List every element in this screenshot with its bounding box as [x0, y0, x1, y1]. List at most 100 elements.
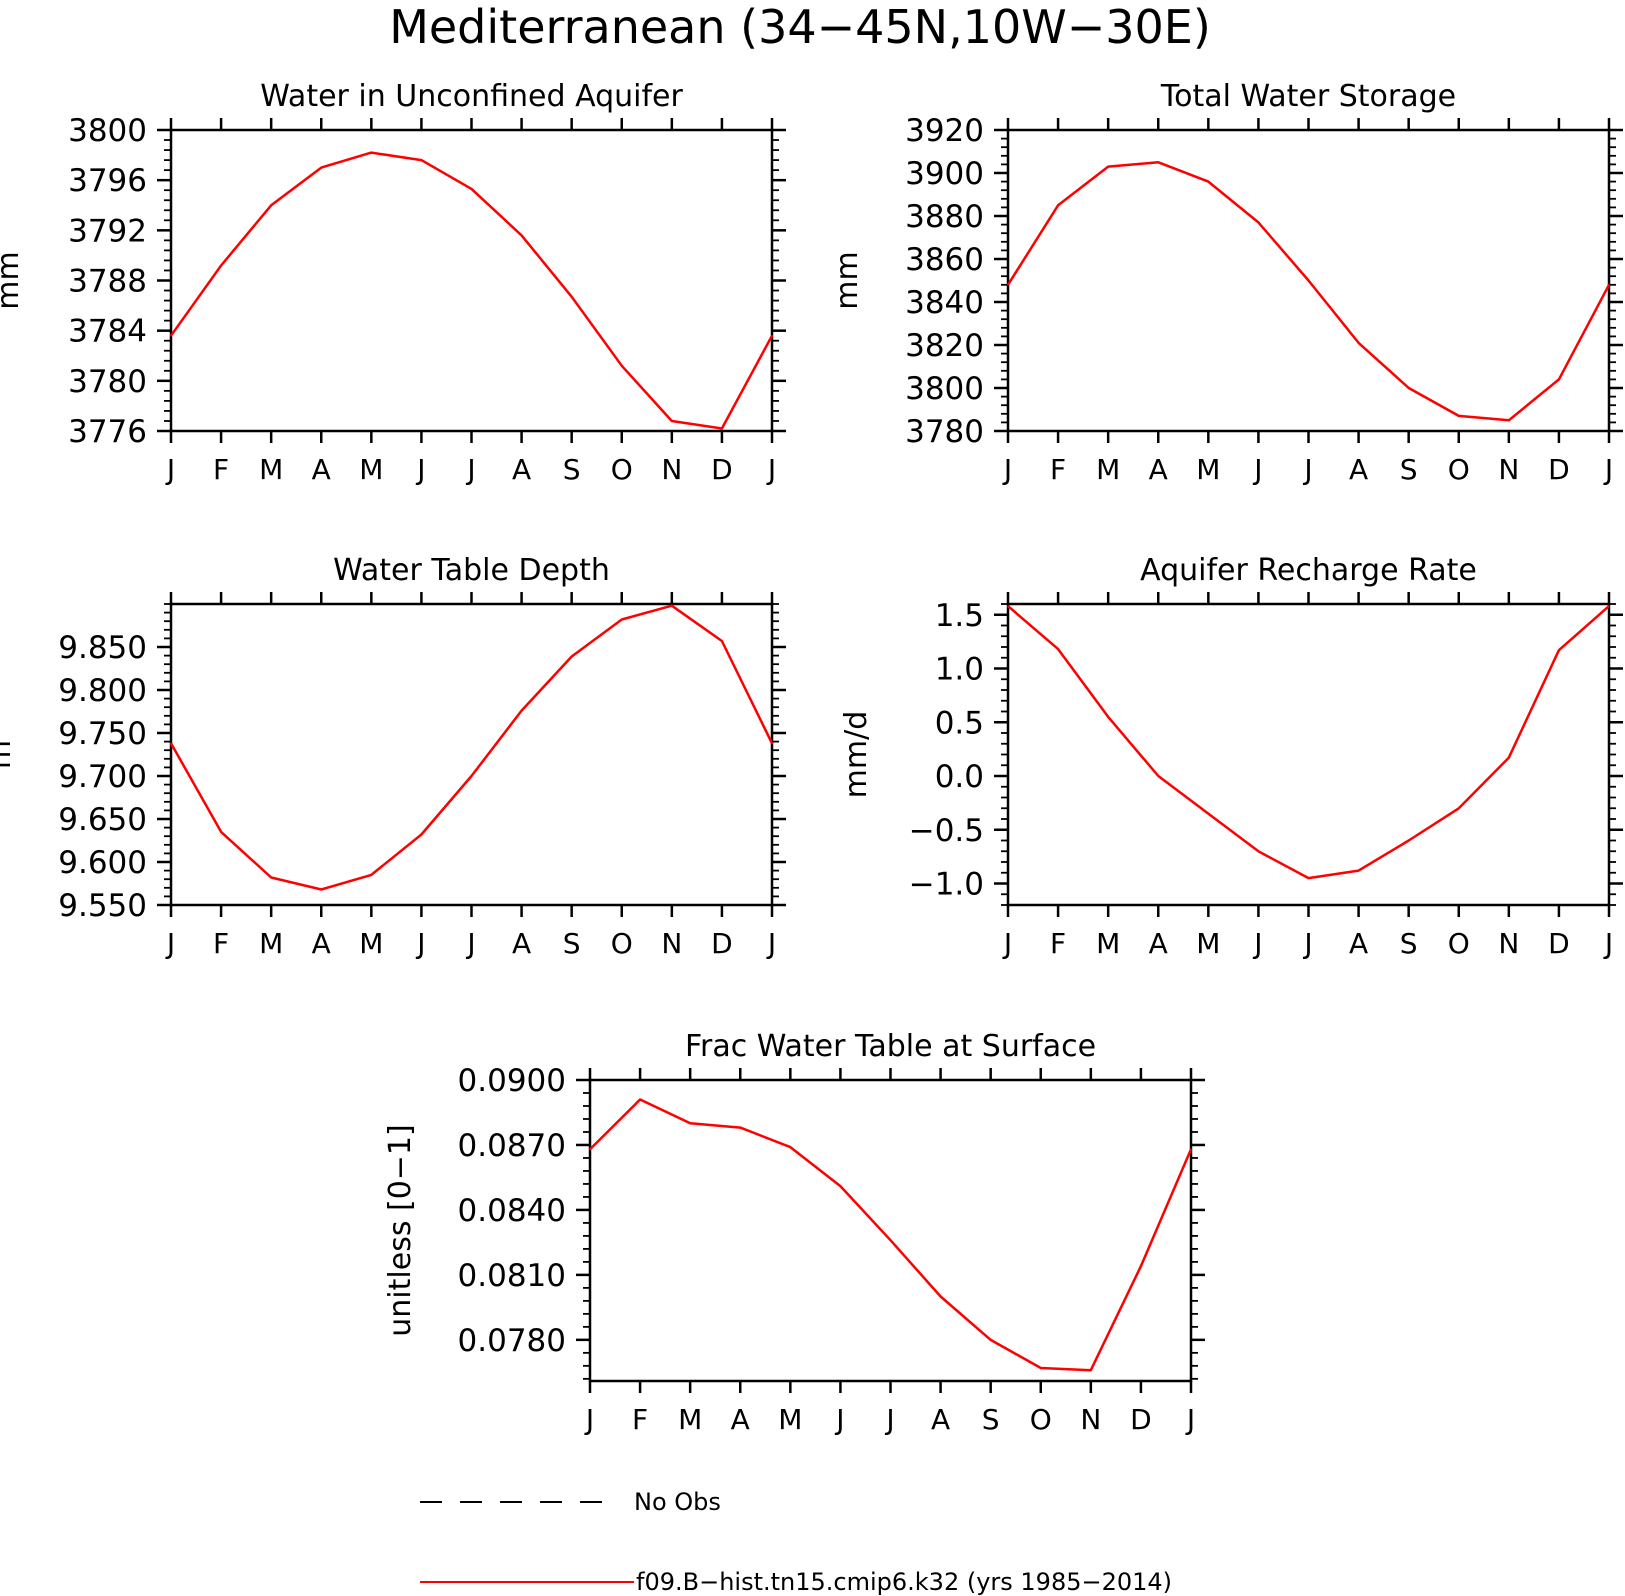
x-tick-label: F [213, 453, 229, 486]
x-tick-label: J [1185, 1403, 1195, 1436]
y-axis-label: mm/d [839, 711, 874, 799]
x-tick-label: S [563, 453, 581, 486]
x-tick-label: J [1252, 453, 1262, 486]
data-point [1257, 221, 1260, 224]
data-point [721, 640, 723, 642]
data-point [620, 618, 623, 621]
x-tick-label: S [1400, 453, 1418, 486]
x-tick-label: O [611, 927, 633, 960]
data-point [370, 874, 373, 876]
x-tick-label: A [731, 1403, 750, 1436]
x-tick-label: N [661, 927, 682, 960]
data-point [320, 888, 323, 891]
plot-frame [169, 128, 774, 433]
page-title: Mediterranean (34−45N,10W−30E) [389, 0, 1211, 54]
data-point [939, 1295, 942, 1298]
data-point [639, 1098, 641, 1101]
data-point [1057, 204, 1059, 207]
y-tick-label: 0.0840 [458, 1193, 566, 1229]
data-point [889, 1239, 892, 1242]
data-point [739, 1126, 742, 1129]
chart-panel-5: J F M A M J J A S O N D J0.07800.08100.08400.08700.0… [383, 1029, 1205, 1436]
data-point [1090, 1369, 1092, 1371]
data-point [570, 296, 573, 298]
x-tick-label: M [259, 927, 283, 960]
data-point [1007, 605, 1009, 607]
plot-frame [169, 602, 774, 907]
x-tick-label: N [1498, 927, 1519, 960]
data-point [1457, 807, 1460, 810]
data-point [771, 334, 773, 337]
x-tick-label: J [165, 453, 175, 486]
x-tick-label: S [982, 1403, 1000, 1436]
series-line [1007, 605, 1610, 880]
y-tick-label: 3860 [905, 242, 984, 278]
y-tick-label: 3780 [68, 364, 147, 400]
y-tick-label: 3792 [68, 213, 147, 249]
data-point [839, 1185, 842, 1187]
chart-panel-1: J F M A M J J A S O N D J377637803784378837923796380… [0, 79, 786, 486]
y-tick-label: 9.700 [58, 759, 147, 795]
x-tick-label: F [213, 927, 229, 960]
y-tick-label: −0.5 [909, 813, 984, 849]
y-tick-label: 9.650 [58, 802, 147, 838]
y-tick-label: 9.550 [58, 888, 147, 924]
chart-panel-3: J F M A M J J A S O N D J9.5509.6009.6509.7009.7509.… [0, 553, 786, 960]
y-tick-label: 0.0870 [458, 1128, 566, 1164]
y-tick-label: 3840 [905, 285, 984, 321]
data-point [270, 204, 272, 207]
y-tick-label: 9.850 [58, 630, 147, 666]
x-tick-label: J [415, 927, 425, 960]
legend-model-label: f09.B−hist.tn15.cmip6.k32 (yrs 1985−2014… [636, 1568, 1172, 1596]
x-tick-label: A [1149, 927, 1168, 960]
x-tick-label: J [1302, 927, 1312, 960]
y-tick-label: 3776 [68, 414, 147, 450]
x-tick-label: N [1498, 453, 1519, 486]
y-tick-label: 9.750 [58, 716, 147, 752]
data-point [671, 420, 673, 422]
data-point [1157, 161, 1160, 164]
legend: No Obs f09.B−hist.tn15.cmip6.k32 (yrs 19… [420, 1488, 1172, 1596]
y-tick-label: −1.0 [909, 867, 984, 903]
y-tick-label: 9.600 [58, 845, 147, 881]
x-tick-label: D [711, 927, 733, 960]
x-tick-label: A [1349, 927, 1368, 960]
x-tick-label: J [465, 927, 475, 960]
y-tick-label: 1.0 [935, 652, 984, 688]
x-tick-label: J [415, 453, 425, 486]
data-point [170, 742, 172, 745]
x-tick-label: J [1252, 927, 1262, 960]
x-tick-label: O [1448, 453, 1470, 486]
x-tick-label: A [931, 1403, 950, 1436]
y-tick-label: 3784 [68, 314, 147, 350]
x-tick-label: D [1130, 1403, 1152, 1436]
data-point [520, 234, 523, 237]
data-point [1457, 415, 1460, 417]
data-point [1107, 716, 1109, 718]
y-tick-label: 3796 [68, 163, 147, 199]
chart-title: Total Water Storage [1160, 79, 1456, 114]
data-point [1140, 1265, 1142, 1268]
data-point [1357, 342, 1360, 344]
data-point [589, 1148, 591, 1151]
x-tick-label: A [312, 927, 331, 960]
y-tick-label: 0.5 [935, 705, 984, 741]
x-tick-label: A [512, 453, 531, 486]
y-tick-label: 3900 [905, 156, 984, 192]
chart-panels: J F M A M J J A S O N D J377637803784378837923796380… [0, 79, 1623, 1436]
y-axis-label: mm [0, 251, 26, 309]
data-point [689, 1122, 691, 1125]
chart-title: Water in Unconfined Aquifer [260, 79, 683, 114]
x-tick-label: M [359, 927, 383, 960]
data-point [470, 775, 473, 777]
x-tick-label: M [259, 453, 283, 486]
y-tick-label: 3820 [905, 328, 984, 364]
x-tick-label: O [611, 453, 633, 486]
data-point [570, 655, 573, 658]
x-tick-label: D [711, 453, 733, 486]
data-point [989, 1339, 992, 1341]
plot-frame [1006, 602, 1611, 907]
y-tick-label: 3800 [905, 371, 984, 407]
data-point [520, 709, 523, 712]
x-tick-label: D [1548, 453, 1570, 486]
